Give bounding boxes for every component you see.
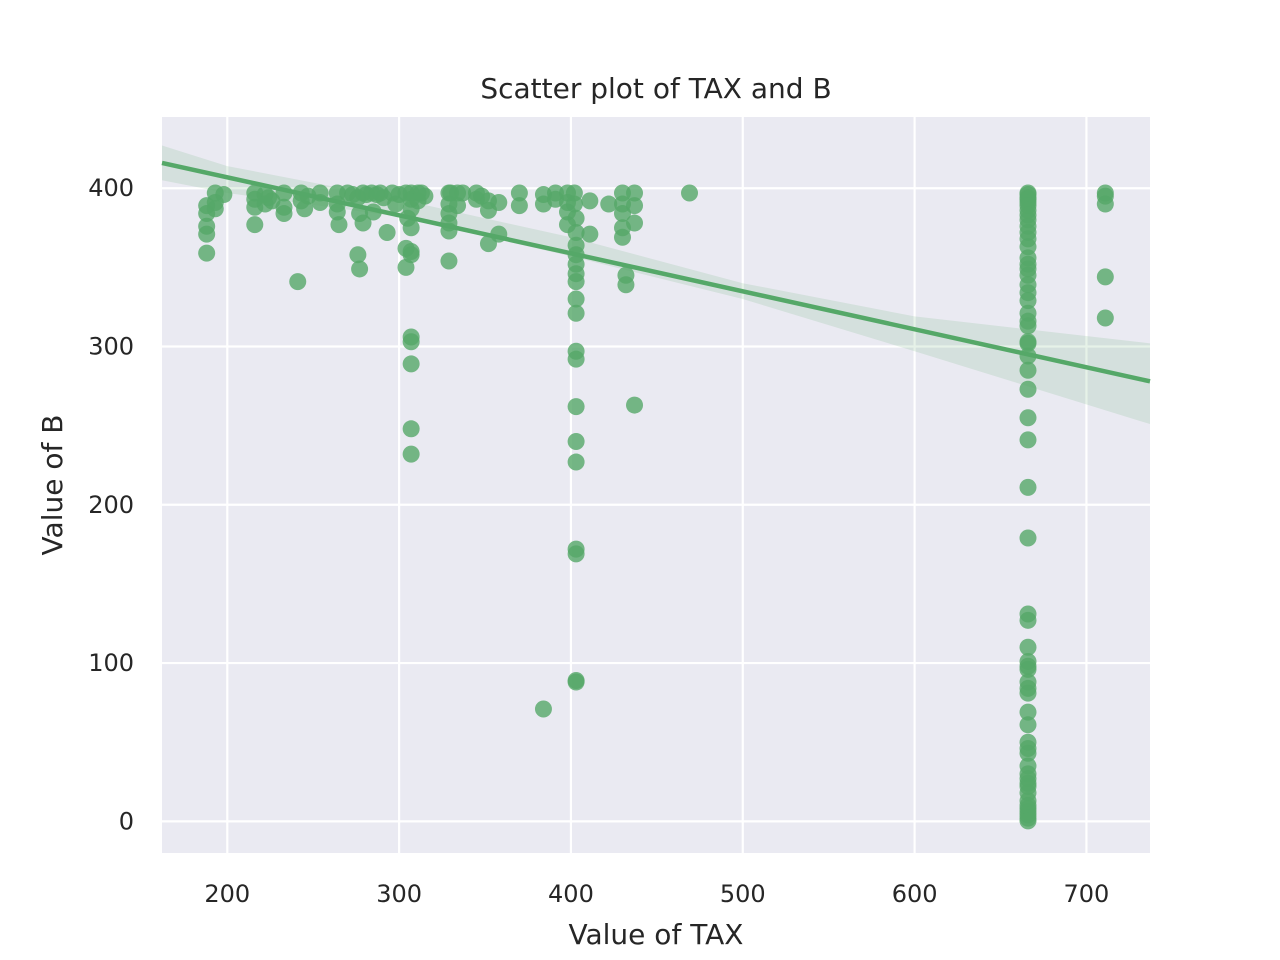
data-point	[354, 214, 372, 232]
data-point	[1019, 812, 1037, 830]
data-point	[567, 273, 585, 291]
data-point	[626, 184, 644, 202]
data-point	[567, 673, 585, 691]
data-point	[510, 197, 528, 215]
data-point	[402, 420, 420, 438]
data-point	[328, 203, 346, 221]
data-point	[1019, 660, 1037, 678]
data-point	[565, 195, 583, 213]
data-point	[490, 193, 508, 211]
data-point	[378, 224, 396, 242]
y-axis-title: Value of B	[36, 415, 69, 556]
data-point	[626, 214, 644, 232]
data-point	[198, 225, 216, 243]
data-point	[1019, 703, 1037, 721]
data-point	[567, 432, 585, 450]
regression-line-group	[161, 160, 1151, 384]
x-tick-label: 300	[376, 880, 422, 908]
data-points	[198, 184, 1114, 830]
data-point	[600, 195, 618, 213]
data-point	[1096, 268, 1114, 286]
y-tick-labels: 0 100 200 300 400	[88, 174, 134, 835]
data-point	[567, 224, 585, 242]
data-point	[626, 396, 644, 414]
data-point	[215, 186, 233, 204]
data-point	[198, 244, 216, 262]
data-point	[1019, 317, 1037, 335]
data-point	[567, 350, 585, 368]
data-point	[246, 216, 264, 234]
data-point	[1019, 431, 1037, 449]
data-point	[440, 252, 458, 270]
y-tick-label: 0	[119, 807, 134, 835]
data-point	[1019, 611, 1037, 629]
data-point	[613, 205, 631, 223]
data-point	[510, 184, 528, 202]
data-point	[617, 276, 635, 294]
y-tick-label: 100	[88, 649, 134, 677]
data-point	[1019, 716, 1037, 734]
y-tick-label: 400	[88, 174, 134, 202]
data-point	[454, 184, 472, 202]
data-point	[581, 225, 599, 243]
data-point	[330, 216, 348, 234]
data-point	[1019, 380, 1037, 398]
data-point	[402, 243, 420, 261]
x-tick-label: 600	[892, 880, 938, 908]
data-point	[1019, 292, 1037, 310]
x-tick-label: 700	[1064, 880, 1110, 908]
x-tick-label: 500	[720, 880, 766, 908]
data-point	[1019, 744, 1037, 762]
x-tick-label: 400	[548, 880, 594, 908]
x-tick-labels: 200 300 400 500 600 700	[204, 880, 1109, 908]
data-point	[1019, 684, 1037, 702]
data-point	[289, 273, 307, 291]
data-point	[567, 453, 585, 471]
data-point	[1019, 361, 1037, 379]
data-point	[681, 184, 699, 202]
data-point	[402, 355, 420, 373]
data-point	[275, 205, 293, 223]
data-point	[567, 545, 585, 563]
data-point	[567, 398, 585, 416]
data-point	[1019, 334, 1037, 352]
chart-title: Scatter plot of TAX and B	[480, 72, 831, 105]
data-point	[1019, 409, 1037, 427]
x-tick-label: 200	[204, 880, 250, 908]
data-point	[567, 304, 585, 322]
data-point	[1019, 638, 1037, 656]
regression-line	[161, 160, 1151, 384]
data-point	[1096, 195, 1114, 213]
data-point	[416, 187, 434, 205]
data-point	[1019, 478, 1037, 496]
data-point	[581, 192, 599, 210]
y-tick-label: 200	[88, 491, 134, 519]
data-point	[567, 290, 585, 308]
data-point	[402, 333, 420, 351]
data-point	[534, 700, 552, 718]
plot-background	[162, 117, 1150, 853]
y-tick-label: 300	[88, 333, 134, 361]
data-point	[567, 209, 585, 227]
data-point	[351, 260, 369, 278]
data-point	[613, 228, 631, 246]
data-point	[349, 246, 367, 264]
data-point	[626, 197, 644, 215]
data-point	[1019, 529, 1037, 547]
x-axis-title: Value of TAX	[569, 918, 744, 951]
data-point	[402, 219, 420, 237]
data-point	[206, 200, 224, 218]
data-point	[402, 445, 420, 463]
data-point	[1096, 309, 1114, 327]
